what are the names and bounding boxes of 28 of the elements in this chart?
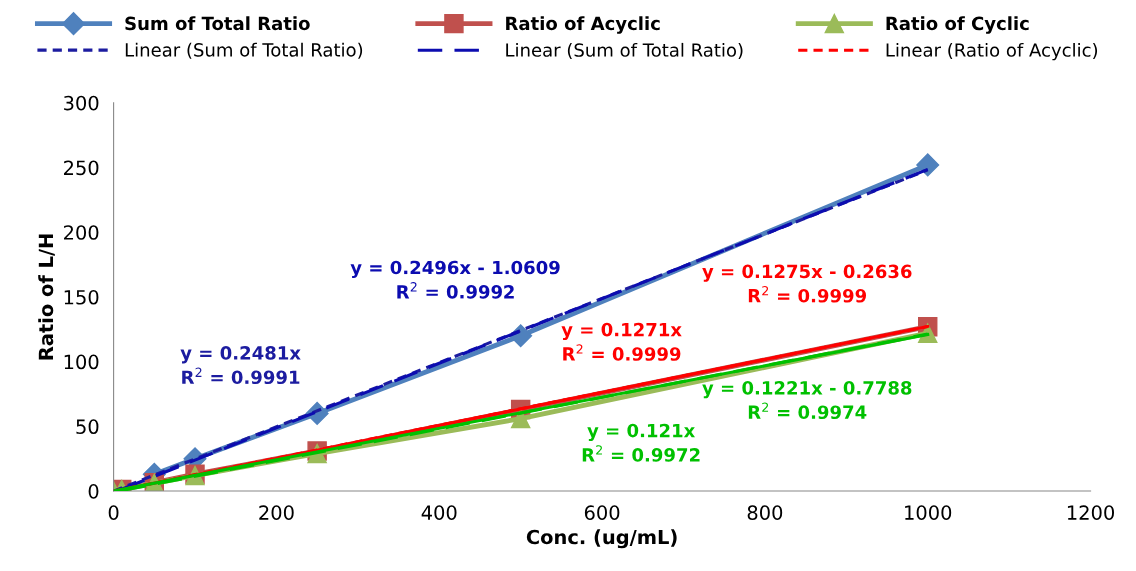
legend-label: Linear (Ratio of Acyclic)	[886, 42, 1098, 61]
annotation: y = 0.2496x - 1.0609 R$^{2}$ = 0.9992	[350, 260, 560, 299]
annotation: y = 0.1221x - 0.7788 R$^{2}$ = 0.9974	[702, 381, 912, 420]
x-tick-label: 0	[108, 505, 119, 520]
x-tick-label: 400	[421, 505, 457, 520]
x-tick-label: 200	[259, 505, 294, 520]
y-tick-label: 100	[64, 354, 99, 370]
y-axis-title: Ratio of L/H	[38, 234, 55, 360]
y-tick-label: 200	[64, 225, 99, 240]
x-tick-label: 1000	[905, 505, 952, 520]
y-tick-label: 0	[88, 484, 99, 499]
legend-label: Ratio of Cyclic	[886, 16, 1029, 34]
annotation: y = 0.1271x R$^{2}$ = 0.9999	[561, 322, 682, 361]
annotation: y = 0.121x R$^{2}$ = 0.9972	[582, 423, 700, 462]
annotation: y = 0.2481x R$^{2}$ = 0.9991	[180, 346, 301, 385]
x-tick-label: 1200	[1067, 505, 1115, 520]
x-axis-title: Conc. (ug/mL)	[526, 529, 677, 549]
y-tick-label: 150	[64, 289, 99, 305]
x-tick-label: 600	[584, 505, 620, 520]
y-tick-label: 50	[76, 419, 99, 435]
legend-label: Ratio of Acyclic	[506, 16, 660, 34]
y-tick-label: 300	[64, 95, 99, 111]
annotation: y = 0.1275x - 0.2636 R$^{2}$ = 0.9999	[702, 264, 912, 303]
x-tick-label: 800	[747, 505, 783, 520]
legend-label: Linear (Sum of Total Ratio)	[506, 42, 743, 59]
y-tick-label: 250	[64, 160, 99, 176]
legend-label: Linear (Sum of Total Ratio)	[125, 42, 363, 59]
legend-label: Sum of Total Ratio	[125, 16, 310, 31]
